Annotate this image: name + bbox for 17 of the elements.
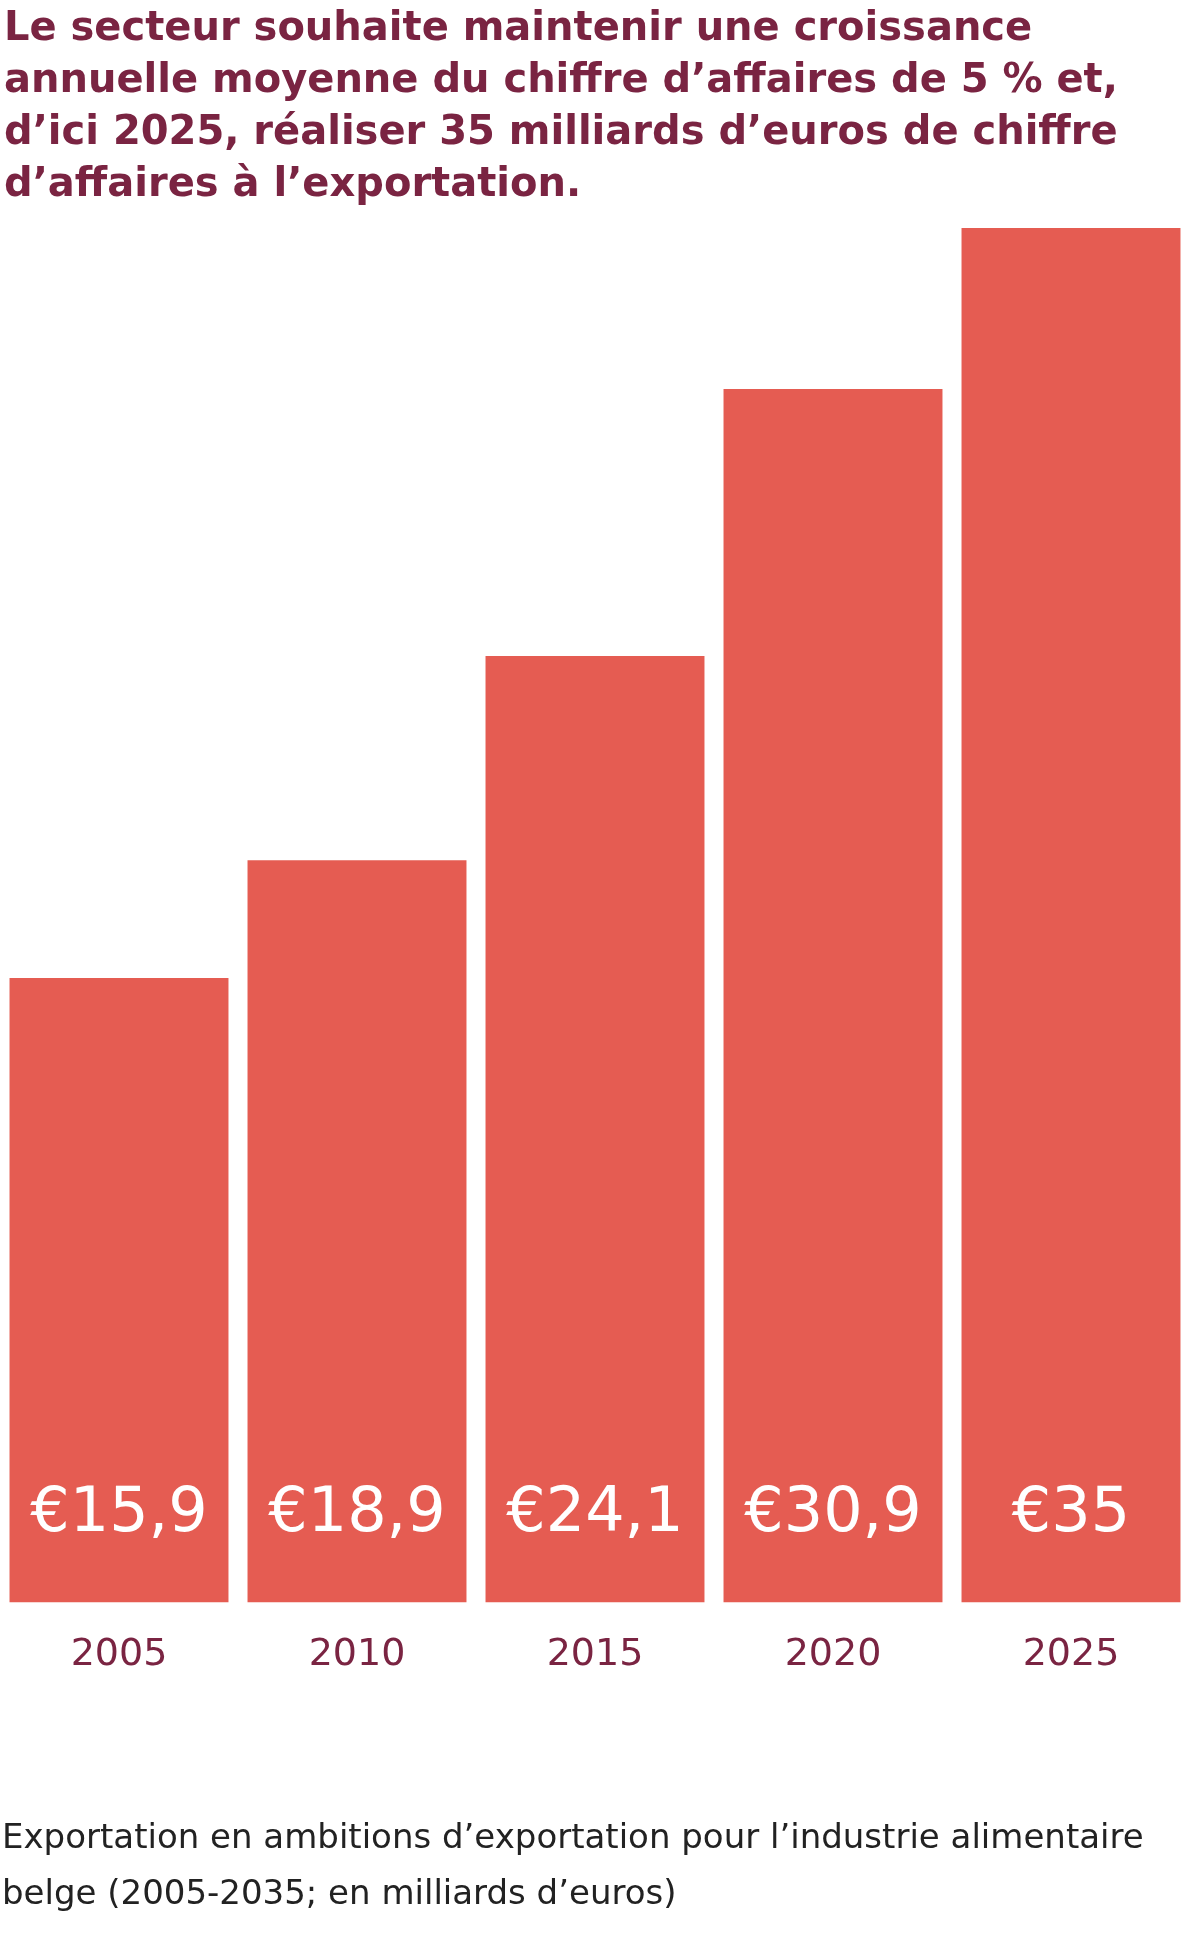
bar bbox=[961, 228, 1181, 1603]
chart-title: Le secteur souhaite maintenir une croissance annuelle moyenne du chiffre d’affaires de 5 % et, d’ici 2025, réaliser 35 milliards d’euros de chiffre d’affaires à l’exportation. bbox=[3, 2, 1119, 207]
bar bbox=[485, 656, 705, 1603]
data-label: €15,9 bbox=[30, 1472, 208, 1546]
bar bbox=[723, 389, 943, 1603]
x-tick-label: 2020 bbox=[784, 1630, 882, 1675]
bar bbox=[247, 860, 467, 1603]
x-tick-label: 2015 bbox=[546, 1630, 644, 1675]
x-tick-label: 2010 bbox=[308, 1630, 406, 1675]
data-label: €24,1 bbox=[506, 1472, 684, 1546]
data-label: €35 bbox=[1011, 1472, 1131, 1546]
text: Exportation en ambitions d’exportation pour l’industrie alimentaire belge (2005-2035; en milliards d’euros) bbox=[1, 1815, 1145, 1914]
data-label: €30,9 bbox=[744, 1472, 922, 1546]
x-tick-label: 2005 bbox=[70, 1630, 168, 1675]
x-tick-label: 2025 bbox=[1022, 1630, 1120, 1675]
data-label: €18,9 bbox=[268, 1472, 446, 1546]
bar bbox=[9, 978, 229, 1603]
